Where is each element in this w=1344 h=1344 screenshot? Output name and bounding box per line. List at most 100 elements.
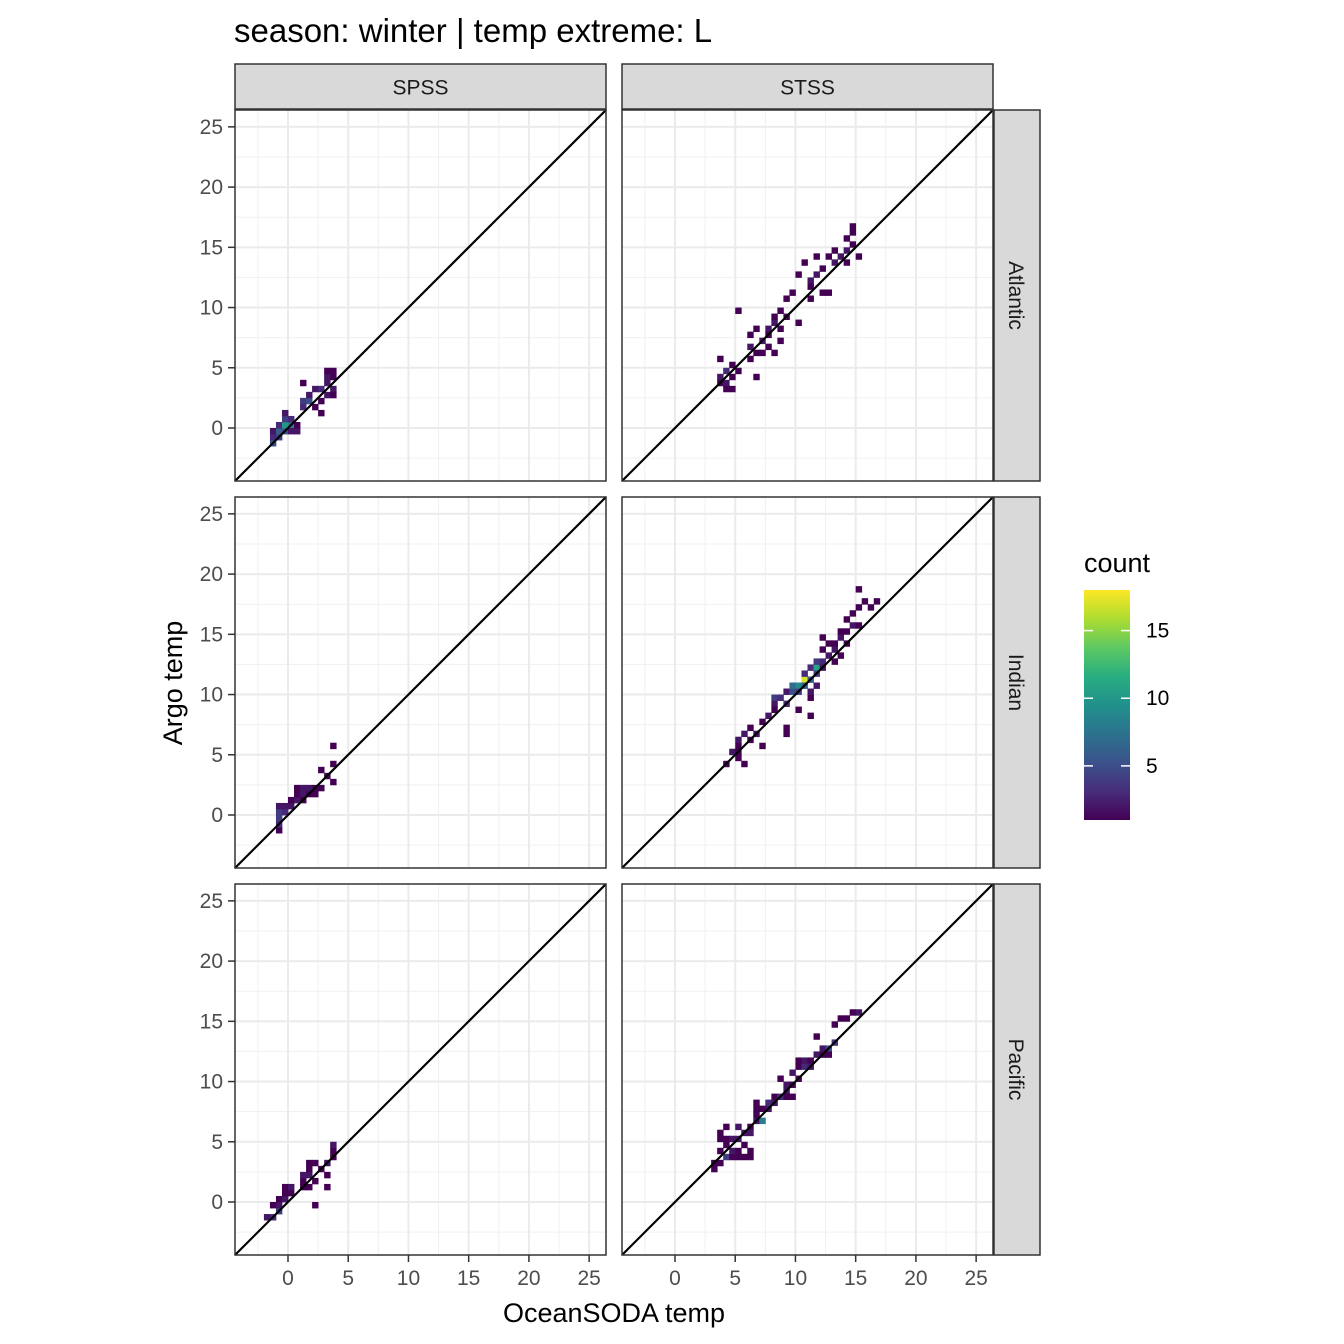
legend-ticks: 5 10 15 bbox=[1084, 620, 1169, 778]
heatmap-cell bbox=[723, 1141, 730, 1149]
heatmap-cell bbox=[318, 409, 325, 417]
heatmap-cell bbox=[855, 622, 863, 629]
legend-tick-label: 15 bbox=[1146, 620, 1169, 643]
heatmap-cell bbox=[330, 1147, 337, 1155]
heatmap-cell bbox=[789, 1069, 796, 1076]
panel-stss-atlantic bbox=[621, 109, 994, 482]
heatmap-cell bbox=[741, 760, 748, 768]
heatmap-cell bbox=[831, 646, 839, 653]
heatmap-cell bbox=[318, 397, 325, 405]
heatmap-cell bbox=[819, 658, 826, 665]
heatmap-cell bbox=[777, 694, 784, 701]
heatmap-cell bbox=[300, 790, 307, 798]
heatmap-cell bbox=[765, 1099, 772, 1107]
heatmap-cell bbox=[759, 349, 766, 357]
heatmap-cell bbox=[771, 1093, 778, 1101]
heatmap-cell bbox=[801, 1057, 808, 1064]
heatmap-cell bbox=[300, 784, 307, 792]
x-tick-label: 25 bbox=[577, 1267, 600, 1290]
facet-row-label: Atlantic bbox=[1004, 261, 1027, 330]
x-tick-label: 0 bbox=[669, 1267, 681, 1290]
heatmap-cell bbox=[825, 253, 832, 260]
heatmap-cell bbox=[735, 1123, 742, 1131]
heatmap-cell bbox=[330, 742, 337, 750]
heatmap-cell bbox=[275, 428, 283, 435]
heatmap-cell bbox=[717, 1159, 724, 1167]
heatmap-cell bbox=[288, 415, 295, 423]
heatmap-cell bbox=[795, 319, 802, 327]
heatmap-cell bbox=[753, 1099, 760, 1107]
heatmap-cell bbox=[855, 586, 863, 593]
heatmap-cell bbox=[312, 790, 319, 798]
heatmap-cell bbox=[324, 373, 331, 381]
heatmap-cell bbox=[777, 1075, 784, 1082]
heatmap-cell bbox=[777, 307, 784, 314]
heatmap-cell bbox=[771, 700, 778, 707]
heatmap-cell bbox=[306, 397, 313, 405]
heatmap-cell bbox=[813, 664, 820, 671]
heatmap-cell bbox=[807, 295, 814, 302]
heatmap-cell bbox=[330, 385, 337, 393]
heatmap-cell bbox=[312, 385, 319, 393]
heatmap-cell bbox=[318, 784, 325, 792]
x-tick-label: 10 bbox=[397, 1267, 420, 1290]
facet-strip-indian bbox=[993, 496, 1041, 869]
heatmap-cell bbox=[849, 622, 857, 629]
x-tick-label: 5 bbox=[342, 1267, 354, 1290]
heatmap-cell bbox=[795, 706, 802, 714]
heatmap-cell bbox=[759, 1117, 766, 1125]
heatmap-cell bbox=[825, 1051, 832, 1058]
heatmap-cell bbox=[771, 694, 778, 701]
identity-line bbox=[621, 109, 994, 482]
heatmap-cell bbox=[849, 223, 857, 230]
panel-border bbox=[234, 496, 607, 869]
heatmap-cell bbox=[795, 271, 802, 278]
heatmap-cell bbox=[300, 1177, 307, 1185]
panel-stss-indian bbox=[621, 496, 994, 869]
heatmap-cell bbox=[717, 1129, 724, 1137]
heatmap-cell bbox=[735, 1153, 742, 1161]
heatmap-cell bbox=[819, 289, 826, 296]
x-tick-label: 20 bbox=[517, 1267, 540, 1290]
heatmap-cell bbox=[843, 616, 851, 623]
heatmap-cell bbox=[300, 379, 307, 387]
heatmap-cell bbox=[747, 1153, 754, 1161]
heatmap-cell bbox=[747, 355, 754, 363]
x-tick-label: 15 bbox=[844, 1267, 867, 1290]
heatmap-cell bbox=[753, 349, 760, 357]
axes-layer: 0 5 10 15 20 25 0 5 10 15 20 25 0 5 10 15 20 25 0 5 10 15 20 25… bbox=[200, 63, 1041, 1290]
heatmap-cell bbox=[324, 379, 331, 387]
y-axis-title: Argo temp bbox=[158, 621, 188, 746]
heatmap-cell bbox=[771, 349, 778, 357]
identity-line bbox=[621, 883, 994, 1256]
heatmap-cell bbox=[843, 1015, 851, 1022]
x-tick-label: 20 bbox=[904, 1267, 927, 1290]
heatmap-cell bbox=[759, 718, 766, 726]
heatmap-cell bbox=[771, 319, 778, 327]
heatmap-cell bbox=[795, 682, 802, 689]
heatmap-cell bbox=[312, 1159, 319, 1167]
heatmap-cell bbox=[306, 1165, 313, 1173]
heatmap-cell bbox=[801, 676, 808, 683]
heatmap-cell bbox=[281, 808, 289, 816]
heatmap-cell bbox=[294, 796, 301, 804]
legend-title: count bbox=[1084, 548, 1151, 578]
facet-col-label: SPSS bbox=[392, 77, 448, 100]
heatmap-cell bbox=[729, 361, 736, 369]
panel-spss-atlantic bbox=[234, 109, 607, 482]
y-tick-label: 15 bbox=[200, 1010, 223, 1033]
heatmap-cell bbox=[312, 1177, 319, 1185]
heatmap-cell bbox=[723, 1123, 730, 1131]
panel-border bbox=[621, 109, 994, 482]
heatmap-cell bbox=[783, 1081, 790, 1088]
heatmap-cell bbox=[281, 421, 289, 429]
heatmap-cell bbox=[813, 1033, 820, 1040]
heatmap-cell bbox=[831, 259, 839, 266]
heatmap-cell bbox=[807, 688, 814, 695]
heatmap-cell bbox=[294, 428, 301, 435]
identity-line bbox=[234, 109, 607, 482]
panel-border bbox=[234, 109, 607, 482]
heatmap-cell bbox=[753, 1111, 760, 1119]
heatmap-cell bbox=[843, 628, 851, 635]
heatmap-cell bbox=[819, 634, 826, 641]
